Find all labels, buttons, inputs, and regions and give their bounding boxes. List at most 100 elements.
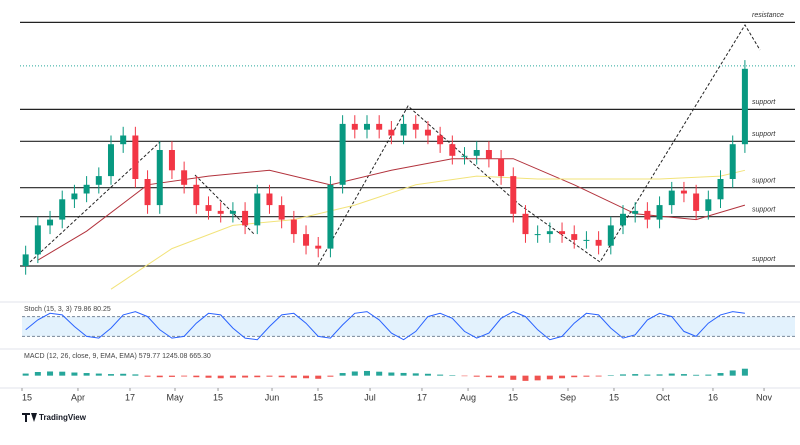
candle-body xyxy=(632,210,639,214)
x-tick-label: 15 xyxy=(313,392,323,402)
trend-line xyxy=(519,24,761,263)
macd-bar xyxy=(571,375,578,378)
candle-body xyxy=(266,193,273,206)
x-tick-label: Jun xyxy=(265,392,280,402)
macd-bar xyxy=(242,375,249,378)
macd-bar xyxy=(181,375,188,377)
macd-bar xyxy=(461,375,468,377)
macd-bar xyxy=(217,375,224,379)
macd-bar xyxy=(424,373,431,376)
macd-bar xyxy=(595,375,602,377)
macd-bar xyxy=(254,375,261,378)
candle-body xyxy=(95,176,102,185)
level-label: support xyxy=(752,178,776,185)
macd-bar xyxy=(120,373,127,376)
macd-bar xyxy=(351,371,358,376)
candle-body xyxy=(437,135,444,145)
candle-body xyxy=(376,123,383,130)
candle-body xyxy=(59,199,66,220)
macd-bar xyxy=(400,372,407,376)
candle-body xyxy=(107,144,114,177)
candle-body xyxy=(485,150,492,159)
macd-bar xyxy=(59,371,66,376)
macd-bar xyxy=(546,375,553,380)
macd-bar xyxy=(583,375,590,377)
candle-body xyxy=(644,210,651,220)
macd-bar xyxy=(339,373,346,376)
macd-bar xyxy=(290,375,297,378)
macd-bar xyxy=(656,374,663,376)
candle-body xyxy=(315,245,322,249)
macd-bar xyxy=(632,374,639,376)
candle-body xyxy=(607,225,614,246)
candle-body xyxy=(71,193,78,200)
candle-body xyxy=(522,213,529,235)
macd-bar xyxy=(437,374,444,376)
macd-bar xyxy=(193,375,200,378)
x-tick-label: May xyxy=(166,392,184,402)
macd-bar xyxy=(693,374,700,376)
x-tick-label: 15 xyxy=(508,392,518,402)
candle-body xyxy=(424,129,431,136)
macd-legend: MACD (12, 26, close, 9, EMA, EMA) 579.77… xyxy=(24,353,211,360)
candle-body xyxy=(412,123,419,130)
macd-bar xyxy=(473,375,480,377)
candle-body xyxy=(22,254,29,266)
candle-body xyxy=(229,210,236,214)
moving-average xyxy=(110,169,746,290)
macd-bar xyxy=(107,374,114,376)
macd-bar xyxy=(559,375,566,379)
candle-body xyxy=(583,239,590,241)
macd-bar xyxy=(22,373,29,376)
candle-body xyxy=(729,144,736,179)
candle-body xyxy=(705,199,712,211)
candle-body xyxy=(717,179,724,200)
candle-body xyxy=(144,179,151,206)
macd-bar xyxy=(376,371,383,376)
candle-body xyxy=(363,123,370,130)
macd-bar xyxy=(363,370,370,376)
macd-bar xyxy=(412,373,419,376)
macd-bar xyxy=(644,374,651,376)
macd-bar xyxy=(34,372,41,376)
x-tick-label: 15 xyxy=(213,392,223,402)
logo xyxy=(22,413,37,422)
candle-body xyxy=(668,190,675,206)
x-tick-label: 17 xyxy=(417,392,427,402)
brand: TradingView xyxy=(39,413,87,422)
macd-bar xyxy=(388,372,395,376)
macd-bar xyxy=(278,375,285,378)
candle-body xyxy=(461,155,468,157)
candle-body xyxy=(510,176,517,214)
x-tick-label: 15 xyxy=(609,392,619,402)
level-label: support xyxy=(752,131,776,138)
candle-body xyxy=(400,123,407,136)
x-tick-label: Oct xyxy=(656,392,671,402)
macd-bar xyxy=(327,375,334,377)
candle-body xyxy=(242,210,249,226)
candle-body xyxy=(156,150,163,206)
x-tick-label: 16 xyxy=(708,392,718,402)
candle-body xyxy=(351,123,358,130)
macd-bar xyxy=(510,375,517,380)
candle-body xyxy=(132,135,139,179)
candle-body xyxy=(656,205,663,220)
level-label: support xyxy=(752,207,776,214)
macd-bar xyxy=(498,375,505,378)
candle-body xyxy=(473,150,480,156)
x-tick-label: Sep xyxy=(560,392,576,402)
candle-body xyxy=(217,210,224,214)
macd-bar xyxy=(680,374,687,376)
candle-body xyxy=(34,225,41,255)
candle-body xyxy=(693,193,700,211)
x-tick-label: 15 xyxy=(22,392,32,402)
macd-bar xyxy=(266,375,273,377)
candle-body xyxy=(120,135,127,145)
candle-body xyxy=(546,231,553,235)
candle-body xyxy=(534,234,541,236)
macd-bar xyxy=(83,373,90,376)
candle-body xyxy=(571,234,578,240)
macd-bar xyxy=(71,372,78,376)
